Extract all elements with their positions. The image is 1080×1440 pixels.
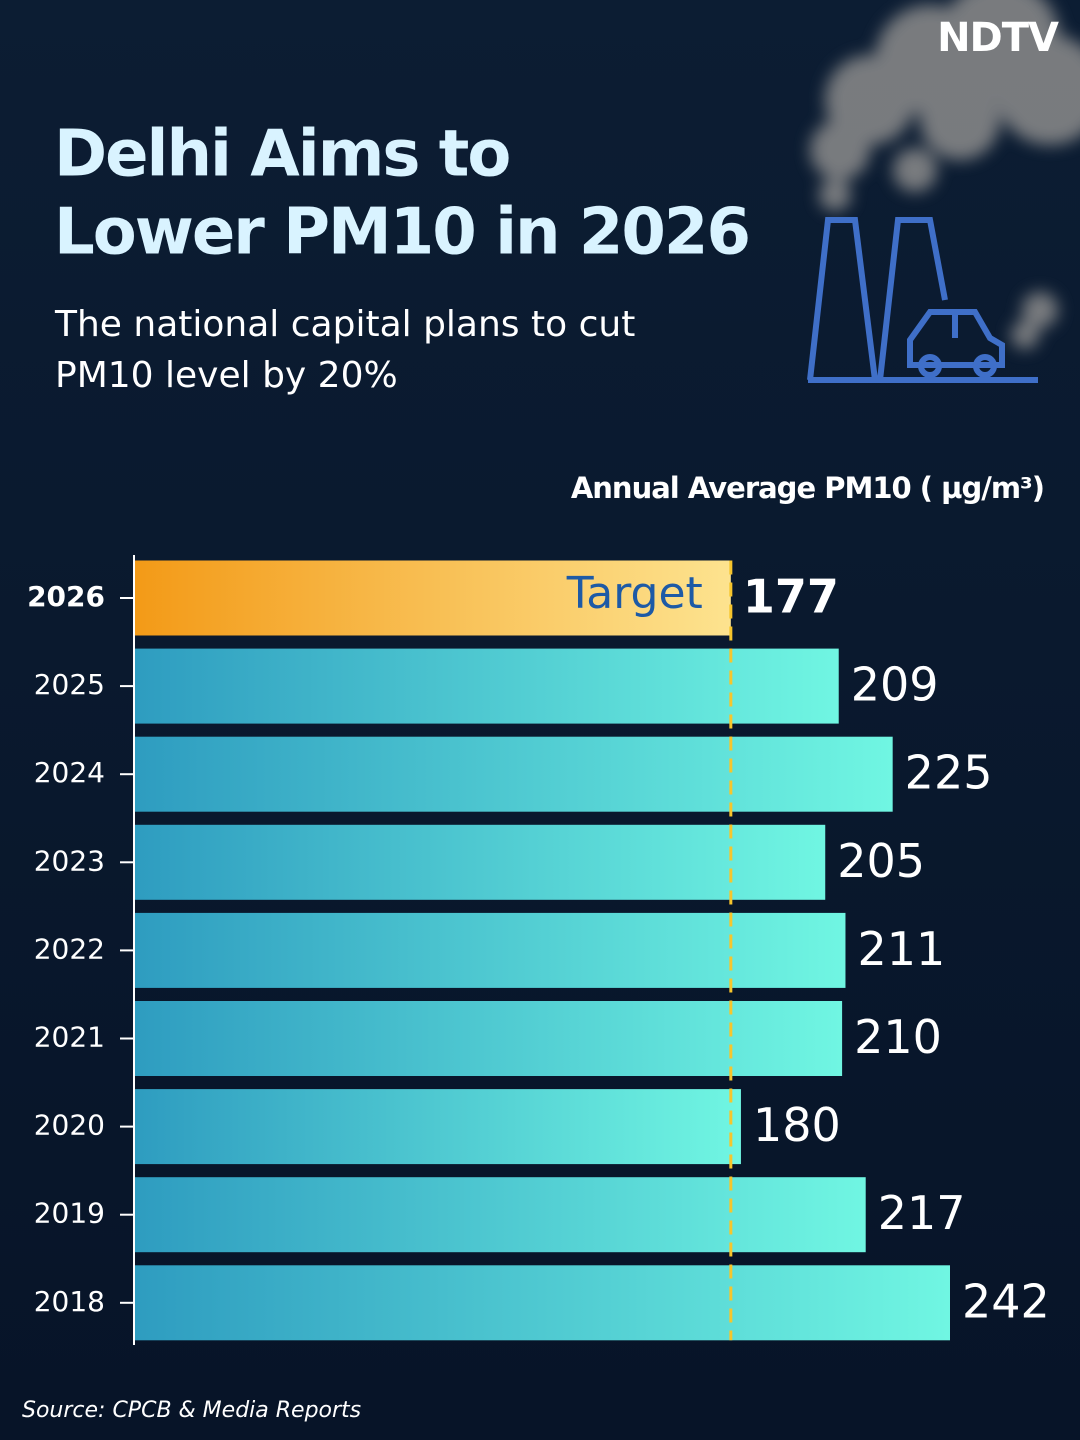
y-tick-label: 2026 bbox=[27, 580, 105, 613]
bar bbox=[134, 1177, 866, 1253]
y-tick-label: 2018 bbox=[34, 1285, 105, 1318]
bar bbox=[134, 736, 893, 812]
value-label: 177 bbox=[743, 570, 839, 624]
bar bbox=[134, 1089, 741, 1165]
smoke bbox=[810, 0, 1080, 349]
value-label: 205 bbox=[837, 834, 925, 888]
y-tick-label: 2023 bbox=[34, 844, 105, 877]
y-tick-label: 2022 bbox=[34, 932, 105, 965]
factory-icon bbox=[807, 217, 1038, 383]
bar bbox=[134, 648, 839, 724]
logo: NDTV bbox=[937, 15, 1059, 61]
chart-subtitle: PM10 level by 20% bbox=[55, 355, 398, 396]
axis-label: Annual Average PM10 ( µg/m³) bbox=[571, 471, 1044, 505]
bar bbox=[134, 1265, 950, 1341]
value-label: 225 bbox=[905, 746, 993, 800]
value-label: 217 bbox=[878, 1186, 966, 1240]
y-tick-label: 2019 bbox=[34, 1197, 105, 1230]
value-label: 209 bbox=[851, 658, 939, 712]
y-tick-label: 2024 bbox=[34, 756, 105, 789]
bar bbox=[134, 912, 846, 988]
bar bbox=[134, 824, 826, 900]
value-label: 211 bbox=[857, 922, 945, 976]
source: Source: CPCB & Media Reports bbox=[22, 1398, 361, 1423]
chart-title: Lower PM10 in 2026 bbox=[54, 196, 749, 270]
bar bbox=[134, 560, 731, 636]
y-tick-label: 2021 bbox=[34, 1021, 105, 1054]
value-label: 210 bbox=[854, 1010, 942, 1064]
bar bbox=[134, 1001, 843, 1076]
annotation: Target bbox=[566, 568, 703, 619]
y-tick-label: 2025 bbox=[34, 668, 105, 701]
value-label: 242 bbox=[962, 1274, 1050, 1328]
y-tick-label: 2020 bbox=[34, 1109, 105, 1142]
chart-subtitle: The national capital plans to cut bbox=[54, 304, 635, 345]
value-label: 180 bbox=[753, 1098, 841, 1152]
chart-title: Delhi Aims to bbox=[54, 118, 509, 192]
